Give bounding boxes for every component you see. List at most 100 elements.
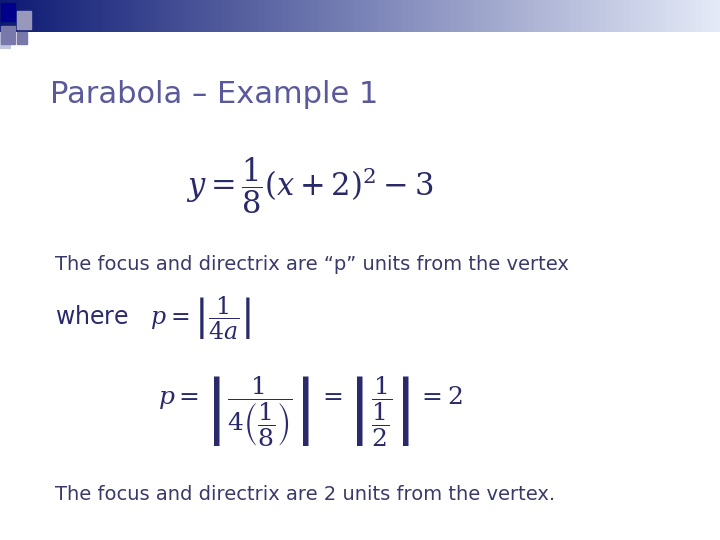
Bar [252, 0, 255, 31]
Bar [2, 0, 6, 31]
Bar [533, 0, 536, 31]
Bar [22, 0, 24, 31]
Bar [0, 0, 3, 31]
Bar [189, 0, 193, 31]
Bar [271, 0, 274, 31]
Bar [595, 0, 598, 31]
Bar [535, 0, 539, 31]
Bar [502, 0, 505, 31]
Bar [513, 0, 517, 31]
Bar [81, 0, 85, 31]
Bar [312, 0, 315, 31]
Bar [197, 0, 200, 31]
Bar [182, 0, 186, 31]
Bar [72, 0, 75, 31]
Bar [151, 0, 154, 31]
Bar [24, 0, 27, 31]
Bar [250, 0, 253, 31]
Bar [0, 31, 11, 49]
Bar [228, 0, 231, 31]
Bar [48, 0, 51, 31]
Bar [456, 0, 459, 31]
Bar [408, 0, 411, 31]
Bar [343, 0, 346, 31]
Bar [204, 0, 207, 31]
Bar [94, 0, 96, 31]
Bar [600, 0, 603, 31]
Bar [446, 0, 449, 31]
Bar [516, 0, 519, 31]
Bar [185, 0, 188, 31]
Bar [718, 0, 720, 31]
Bar [634, 0, 636, 31]
Bar [499, 0, 503, 31]
Bar [475, 0, 478, 31]
Bar [588, 0, 591, 31]
Bar [365, 0, 368, 31]
Bar [178, 0, 181, 31]
Bar [358, 0, 361, 31]
Bar [497, 0, 500, 31]
Bar [307, 0, 310, 31]
Bar [115, 0, 118, 31]
Bar [643, 0, 647, 31]
Bar [216, 0, 219, 31]
Bar [394, 0, 397, 31]
Bar [636, 0, 639, 31]
Bar [175, 0, 179, 31]
Bar [89, 0, 92, 31]
Bar [230, 0, 233, 31]
Bar [574, 0, 577, 31]
Bar [17, 32, 27, 44]
Bar [70, 0, 73, 31]
Bar [180, 0, 183, 31]
Bar [545, 0, 548, 31]
Bar [526, 0, 528, 31]
Bar [423, 0, 426, 31]
Bar [243, 0, 246, 31]
Bar [655, 0, 658, 31]
Bar [7, 0, 10, 31]
Bar [331, 0, 334, 31]
Text: Parabola – Example 1: Parabola – Example 1 [50, 80, 379, 109]
Bar [353, 0, 356, 31]
Bar [27, 0, 30, 31]
Bar [504, 0, 507, 31]
Bar [372, 0, 375, 31]
Bar [84, 0, 87, 31]
Bar [487, 0, 490, 31]
Bar [703, 0, 706, 31]
Bar [531, 0, 534, 31]
Bar [492, 0, 495, 31]
Bar [552, 0, 555, 31]
Bar [259, 0, 262, 31]
Bar [319, 0, 323, 31]
Bar [415, 0, 418, 31]
Bar [675, 0, 678, 31]
Bar [223, 0, 226, 31]
Bar [617, 0, 620, 31]
Bar [113, 0, 116, 31]
Bar [564, 0, 567, 31]
Bar [401, 0, 404, 31]
Bar [391, 0, 395, 31]
Bar [571, 0, 575, 31]
Bar [621, 0, 625, 31]
Bar [132, 0, 135, 31]
Bar [490, 0, 492, 31]
Bar [698, 0, 701, 31]
Bar [569, 0, 572, 31]
Text: $y=\dfrac{1}{8}\left(x+2\right)^{2}-3$: $y=\dfrac{1}{8}\left(x+2\right)^{2}-3$ [186, 155, 433, 215]
Bar [603, 0, 606, 31]
Bar [60, 0, 63, 31]
Bar [211, 0, 215, 31]
Bar [708, 0, 711, 31]
Bar [410, 0, 413, 31]
Bar [355, 0, 359, 31]
Bar [221, 0, 224, 31]
Bar [610, 0, 613, 31]
Bar [711, 0, 714, 31]
Bar [207, 0, 210, 31]
Bar [166, 0, 168, 31]
Bar [146, 0, 150, 31]
